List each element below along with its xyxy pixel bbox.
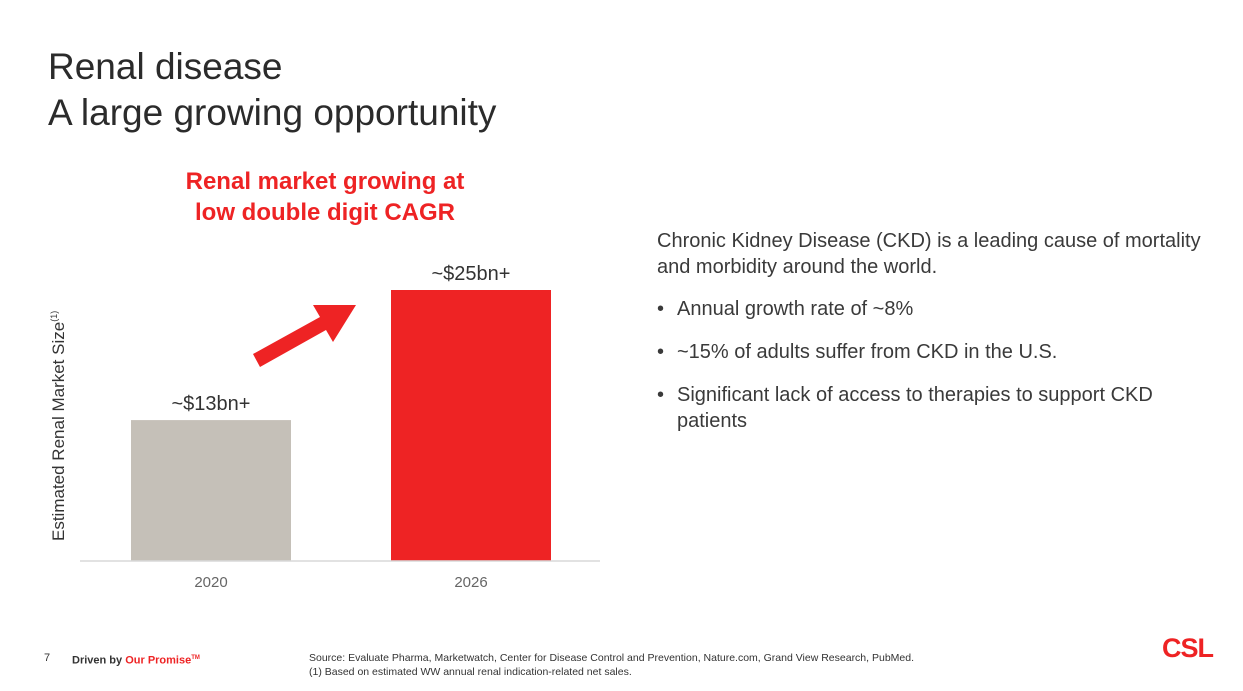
ckd-description: Chronic Kidney Disease (CKD) is a leadin…: [657, 228, 1217, 451]
slide-title: Renal disease A large growing opportunit…: [48, 44, 496, 136]
bullet-dot: •: [657, 298, 665, 320]
page-number: 7: [44, 652, 51, 664]
bullet-text: Annual growth rate of ~8%: [677, 298, 914, 320]
callout-line-2: low double digit CAGR: [195, 199, 455, 226]
bullet-list: • Annual growth rate of ~8% • ~15% of adul…: [657, 296, 1217, 434]
title-line-1: Renal disease: [48, 46, 283, 87]
data-label-2026: ~$25bn+: [432, 263, 511, 285]
y-axis-label-superscript: (1): [49, 311, 59, 322]
source-text: Source: Evaluate Pharma, Marketwatch, Ce…: [309, 652, 915, 664]
tagline: Driven by Our PromiseTM: [72, 651, 200, 668]
tagline-brand: Our Promise: [125, 654, 192, 667]
callout-line-1: Renal market growing at: [185, 168, 465, 195]
trademark-mark: TM: [191, 655, 200, 661]
bullet-text: Significant lack of access to therapies …: [677, 384, 1153, 432]
bullet-dot: •: [657, 341, 665, 363]
title-line-2: A large growing opportunity: [48, 92, 497, 133]
bar-2020: [131, 420, 291, 561]
bullet-dot: •: [657, 384, 665, 406]
bullet-item: • ~15% of adults suffer from CKD in the U…: [657, 339, 1217, 365]
bar-2026: [391, 290, 551, 561]
x-tick-label-2020: 2020: [194, 574, 227, 591]
source-notes: Source: Evaluate Pharma, Marketwatch, Ce…: [309, 651, 1069, 679]
bullet-text: ~15% of adults suffer from CKD in the U.…: [677, 341, 1058, 363]
data-label-2020: ~$13bn+: [172, 393, 251, 415]
x-tick-label-2026: 2026: [454, 574, 487, 591]
labels-layer: ~$13bn+ 2020 ~$25bn+ 2026: [172, 263, 511, 591]
y-axis-label: Estimated Renal Market Size(1): [49, 311, 68, 541]
growth-arrow: [253, 305, 356, 367]
market-size-chart: ~$13bn+ 2020 ~$25bn+ 2026 Estimated Renal M…: [49, 263, 600, 591]
intro-text: Chronic Kidney Disease (CKD) is a leadin…: [657, 230, 1201, 278]
bullet-item: • Significant lack of access to therapies…: [657, 382, 1217, 434]
chart-callout: Renal market growing at low double digit…: [130, 166, 520, 228]
footnote-text: (1) Based on estimated WW annual renal i…: [309, 666, 632, 678]
tagline-prefix: Driven by: [72, 654, 123, 667]
y-axis-label-text: Estimated Renal Market Size: [49, 322, 68, 541]
csl-logo: CSL: [1162, 633, 1214, 663]
bars-layer: [131, 290, 551, 561]
bullet-item: • Annual growth rate of ~8%: [657, 296, 1217, 322]
